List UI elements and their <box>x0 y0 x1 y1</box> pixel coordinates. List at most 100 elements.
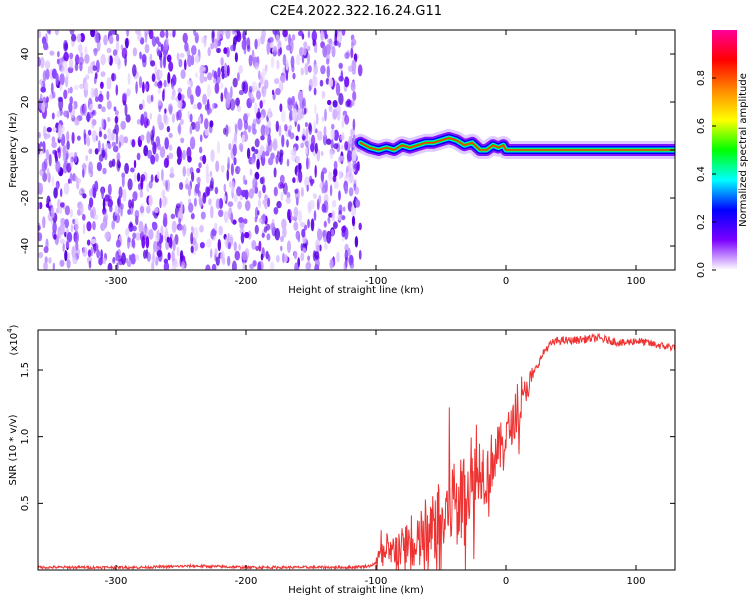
noise-blob <box>124 103 128 117</box>
noise-blob <box>159 56 163 69</box>
noise-blob <box>101 118 104 130</box>
noise-blob <box>295 196 299 206</box>
noise-blob <box>103 133 107 140</box>
noise-blob <box>189 113 193 123</box>
noise-blob <box>234 131 237 143</box>
noise-blob <box>272 45 278 53</box>
noise-blob <box>164 108 167 114</box>
noise-blob <box>269 42 274 49</box>
noise-blob <box>91 238 97 244</box>
noise-blob <box>313 120 316 133</box>
noise-blob <box>259 177 264 185</box>
noise-blob <box>203 37 207 48</box>
noise-blob <box>52 221 57 234</box>
noise-blob <box>334 31 338 45</box>
noise-blob <box>157 81 163 89</box>
noise-blob <box>214 82 220 94</box>
noise-blob <box>176 246 180 257</box>
noise-blob <box>332 221 338 229</box>
noise-blob <box>237 166 241 173</box>
noise-blob <box>215 160 220 173</box>
noise-blob <box>129 221 133 228</box>
noise-blob <box>39 93 43 102</box>
noise-blob <box>182 149 186 161</box>
noise-blob <box>254 171 260 180</box>
spectrogram-y-label: Frequency (Hz) <box>8 112 19 188</box>
noise-blob <box>346 150 353 162</box>
noise-blob <box>329 259 334 269</box>
noise-blob <box>171 113 176 124</box>
noise-blob <box>159 30 165 38</box>
noise-blob <box>341 144 344 151</box>
noise-blob <box>138 220 144 234</box>
noise-blob <box>118 141 122 149</box>
noise-blob <box>232 143 237 157</box>
snr-x-axis: -300 -200 -100 0 100 <box>105 330 646 587</box>
noise-blob <box>332 108 338 120</box>
noise-blob <box>223 47 228 54</box>
noise-blob <box>306 184 309 192</box>
noise-blob <box>157 142 161 151</box>
noise-blob <box>321 90 326 99</box>
noise-blob <box>107 183 112 196</box>
noise-blob <box>42 172 48 182</box>
noise-blob <box>333 129 340 141</box>
noise-blob <box>74 84 79 91</box>
noise-blob <box>190 225 194 232</box>
noise-blob <box>159 70 163 79</box>
noise-blob <box>271 89 275 96</box>
noise-blob <box>43 261 48 270</box>
noise-blob <box>294 251 298 260</box>
noise-blob <box>324 30 327 40</box>
noise-blob <box>94 72 98 80</box>
noise-blob <box>139 51 142 60</box>
noise-blob <box>42 216 46 229</box>
noise-blob <box>297 90 304 102</box>
noise-blob <box>322 45 328 58</box>
noise-blob <box>154 81 158 87</box>
noise-blob <box>251 81 257 90</box>
noise-blob <box>252 177 258 188</box>
noise-blob <box>349 254 354 264</box>
noise-blob <box>259 100 263 109</box>
noise-blob <box>246 37 251 50</box>
noise-blob <box>79 203 84 216</box>
noise-blob <box>232 219 237 225</box>
noise-blob <box>291 151 297 162</box>
noise-blob <box>112 128 117 134</box>
noise-blob <box>292 108 298 121</box>
noise-blob <box>238 65 243 74</box>
noise-blob <box>46 167 50 179</box>
noise-blob <box>84 81 89 91</box>
noise-blob <box>131 198 134 209</box>
colorbar-gradient <box>712 30 737 270</box>
noise-blob <box>316 244 320 254</box>
noise-blob <box>146 252 151 262</box>
noise-blob <box>310 218 315 232</box>
noise-blob <box>86 221 91 228</box>
noise-blob <box>258 218 263 224</box>
noise-blob <box>294 262 299 270</box>
noise-blob <box>131 237 135 248</box>
noise-blob <box>148 194 153 207</box>
noise-blob <box>174 261 179 268</box>
noise-blob <box>341 215 346 221</box>
noise-blob <box>254 62 259 70</box>
noise-blob <box>335 82 341 96</box>
noise-blob <box>85 154 88 162</box>
noise-blob <box>329 184 333 197</box>
noise-blob <box>45 149 50 161</box>
noise-blob <box>116 262 119 270</box>
noise-blob <box>130 253 136 265</box>
noise-blob <box>189 125 193 135</box>
noise-blob <box>228 143 232 151</box>
noise-blob <box>92 243 99 252</box>
noise-blob <box>214 248 218 256</box>
noise-blob <box>92 220 96 231</box>
x-tick-label: -200 <box>235 576 258 587</box>
noise-blob <box>230 86 233 99</box>
noise-blob <box>205 163 209 176</box>
noise-blob <box>57 51 60 58</box>
noise-blob <box>51 175 55 187</box>
